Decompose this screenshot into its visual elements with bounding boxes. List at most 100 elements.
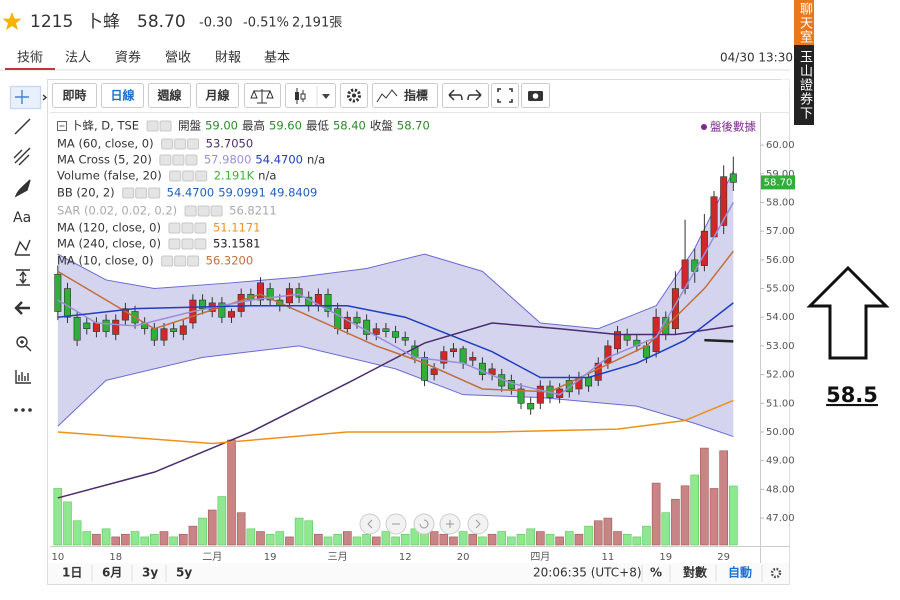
pattern-icon[interactable] [14, 239, 31, 256]
candle-body [334, 308, 342, 330]
volume-bar [719, 450, 728, 546]
band-lower [57, 345, 734, 438]
volume-bar [439, 533, 449, 546]
volume-bar [92, 533, 101, 546]
toolbar-button[interactable] [148, 83, 191, 108]
candle-body [256, 282, 264, 301]
tab[interactable]: 法人 [65, 51, 91, 66]
chart-style-button[interactable] [285, 83, 336, 108]
trade-button[interactable]: 玉山證券下單 [777, 45, 814, 125]
legend-icon[interactable] [146, 120, 159, 132]
legend-icon[interactable] [194, 222, 207, 234]
legend-icon[interactable] [174, 255, 187, 267]
legend-icon[interactable] [210, 205, 223, 217]
legend-value: 58.40 [333, 119, 366, 133]
volume-bar [294, 517, 304, 546]
fib-icon[interactable] [13, 147, 31, 166]
legend-icon[interactable] [168, 238, 181, 250]
favorite-star[interactable] [2, 12, 22, 30]
indicator-icon [376, 89, 398, 103]
range-button[interactable]: 5y [176, 566, 192, 580]
fullscreen-button[interactable] [491, 83, 519, 108]
range-button[interactable]: 3y [142, 566, 158, 580]
indicator-button[interactable] [372, 83, 438, 108]
tab[interactable]: 基本 [264, 51, 290, 66]
legend-name: MA Cross (5, 20) [57, 153, 152, 167]
range-button[interactable]: 6月 [102, 566, 122, 580]
x-tick-label: 二月 [202, 551, 222, 563]
after-hours[interactable]: 盤後數據 [710, 120, 756, 134]
remove-icon[interactable] [14, 301, 30, 315]
legend-value: 最高 [242, 119, 265, 133]
chat-button[interactable]: 聊天室 [794, 0, 814, 45]
legend-icon[interactable] [197, 205, 210, 217]
legend-icon[interactable] [172, 154, 185, 166]
toolbar-button[interactable] [52, 83, 97, 108]
candle-body [199, 299, 207, 309]
volume-bar [256, 531, 265, 546]
legend-icon[interactable] [184, 205, 197, 217]
volume-bar [178, 533, 188, 546]
legend-icon[interactable] [195, 170, 208, 182]
legend-icon[interactable] [181, 238, 194, 250]
chart-frame [47, 79, 790, 585]
toolbar-button[interactable] [101, 83, 144, 108]
brush-icon[interactable] [14, 179, 31, 198]
volume-bar [536, 531, 545, 546]
legend-icon[interactable] [135, 187, 148, 199]
legend-icon[interactable] [187, 138, 200, 150]
tab[interactable]: 財報 [215, 51, 241, 66]
legend-value: 56.8211 [229, 204, 277, 218]
ma-line [57, 322, 734, 499]
legend-icon[interactable] [159, 120, 172, 132]
candle-body [623, 334, 631, 341]
volume-bar [53, 488, 63, 546]
volume-bar [391, 536, 400, 546]
legend-icon[interactable] [161, 255, 174, 267]
legend-icon[interactable] [148, 187, 161, 199]
legend-value: 59.0991 [218, 186, 266, 200]
legend-icon[interactable] [181, 222, 194, 234]
legend-icon[interactable] [174, 138, 187, 150]
legend-icon[interactable] [194, 238, 207, 250]
legend-icon[interactable] [187, 255, 200, 267]
settings-icon[interactable] [770, 567, 782, 579]
trendline-icon[interactable] [14, 118, 31, 135]
volume-bar [429, 531, 439, 546]
legend-icon[interactable] [161, 138, 174, 150]
legend-icon[interactable] [185, 154, 198, 166]
percent-toggle[interactable]: % [650, 566, 662, 580]
measure-bars-icon[interactable] [15, 370, 31, 384]
volume-bar [188, 525, 198, 546]
change: -0.30 [199, 16, 233, 31]
text-tool[interactable]: Aa [13, 210, 31, 226]
range-button[interactable]: 1日 [62, 566, 82, 580]
measure-icon[interactable] [16, 269, 30, 286]
legend-icon[interactable] [168, 222, 181, 234]
toolbar: 即時 日線 週線 月線 指標 [52, 83, 550, 108]
nav-button[interactable] [359, 513, 381, 535]
legend-value: 49.8409 [270, 186, 318, 200]
toolbar-button[interactable] [196, 83, 239, 108]
auto-toggle[interactable]: 自動 [728, 565, 752, 580]
dropdown-arrow [322, 94, 330, 99]
tab[interactable]: 技術 [17, 51, 43, 66]
x-tick-label: 四月 [530, 551, 550, 563]
candle-body [363, 319, 371, 335]
legend-value: 59.60 [269, 119, 302, 133]
legend-icon[interactable] [159, 154, 172, 166]
legend-icon[interactable] [122, 187, 135, 199]
legend-icon[interactable] [169, 170, 182, 182]
undo-redo-button[interactable] [442, 83, 489, 108]
nav-button[interactable] [413, 513, 435, 535]
legend-icon[interactable] [182, 170, 195, 182]
tab[interactable]: 資券 [115, 50, 141, 66]
y-tick-label: 48.00 [766, 484, 795, 495]
zoom-icon[interactable] [16, 336, 28, 348]
log-toggle[interactable]: 對數 [683, 565, 708, 580]
legend-value: 54.4700 [167, 186, 215, 200]
nav-button[interactable] [467, 513, 489, 535]
tab[interactable]: 營收 [165, 51, 191, 66]
annotation: 58.5 [826, 383, 878, 407]
more-icon[interactable] [14, 408, 18, 412]
